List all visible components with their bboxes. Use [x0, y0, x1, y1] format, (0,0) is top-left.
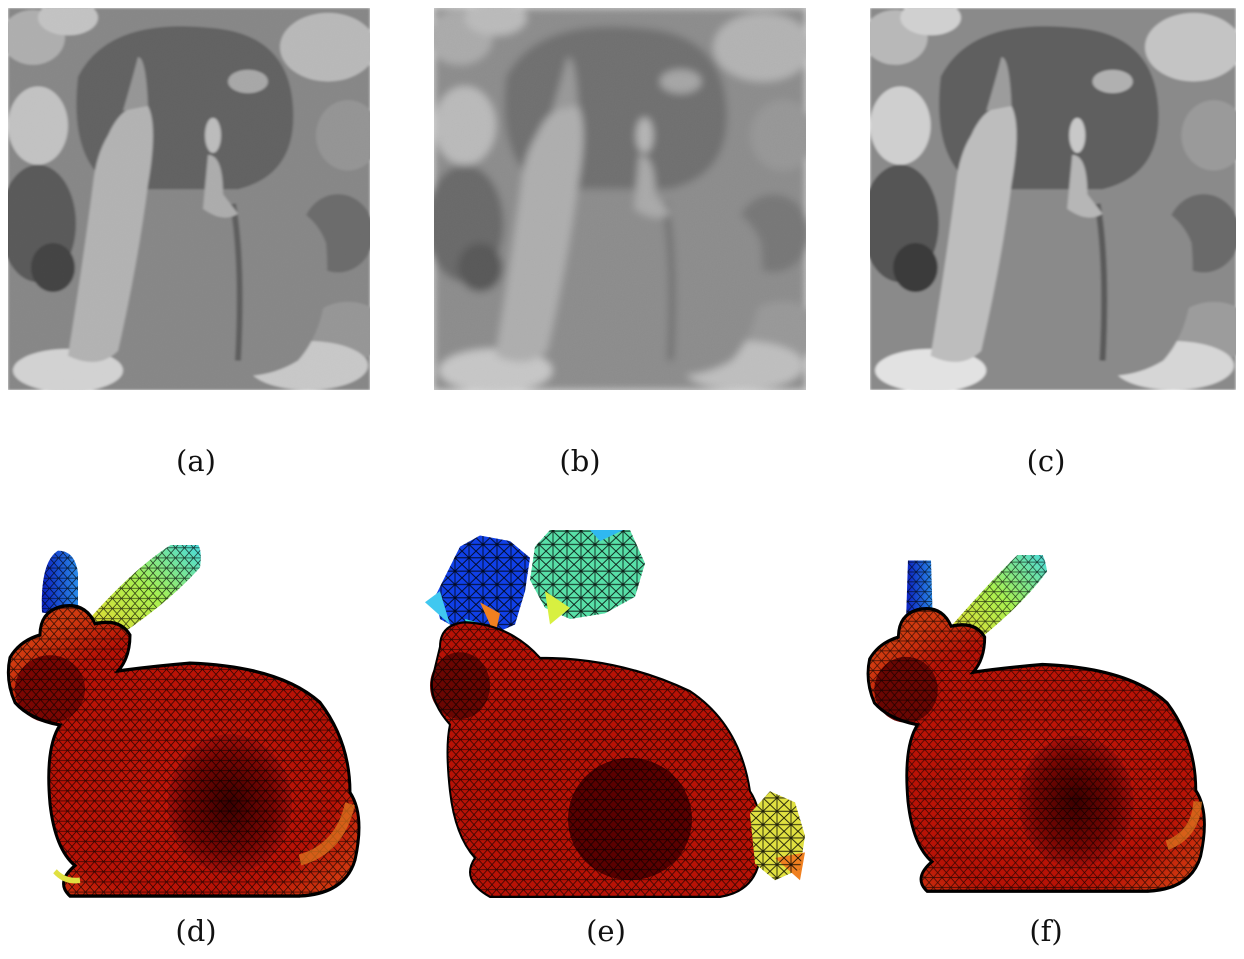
- peppers-original-image: [8, 8, 370, 390]
- panel-a-image: [8, 8, 370, 390]
- caption-b: (b): [559, 444, 601, 478]
- panel-f-mesh: [860, 546, 1215, 900]
- bunny-mesh-denoised: [866, 546, 1207, 893]
- caption-a: (a): [176, 444, 216, 478]
- peppers-restored-image: [870, 8, 1236, 390]
- peppers-noisy-image: [434, 8, 806, 390]
- caption-e: (e): [586, 914, 626, 948]
- panel-b-image: [434, 8, 806, 390]
- panel-e-mesh: [420, 507, 810, 908]
- caption-f: (f): [1029, 914, 1063, 948]
- caption-c: (c): [1026, 444, 1066, 478]
- bunny-mesh-original: [6, 538, 361, 898]
- panel-d-mesh: [0, 538, 370, 905]
- caption-d: (d): [175, 914, 217, 948]
- panel-c-image: [870, 8, 1236, 390]
- bunny-mesh-noisy: [425, 507, 805, 898]
